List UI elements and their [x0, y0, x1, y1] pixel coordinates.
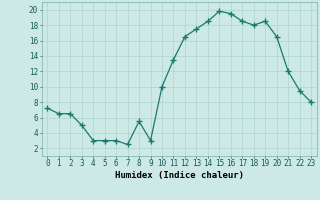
X-axis label: Humidex (Indice chaleur): Humidex (Indice chaleur) [115, 171, 244, 180]
